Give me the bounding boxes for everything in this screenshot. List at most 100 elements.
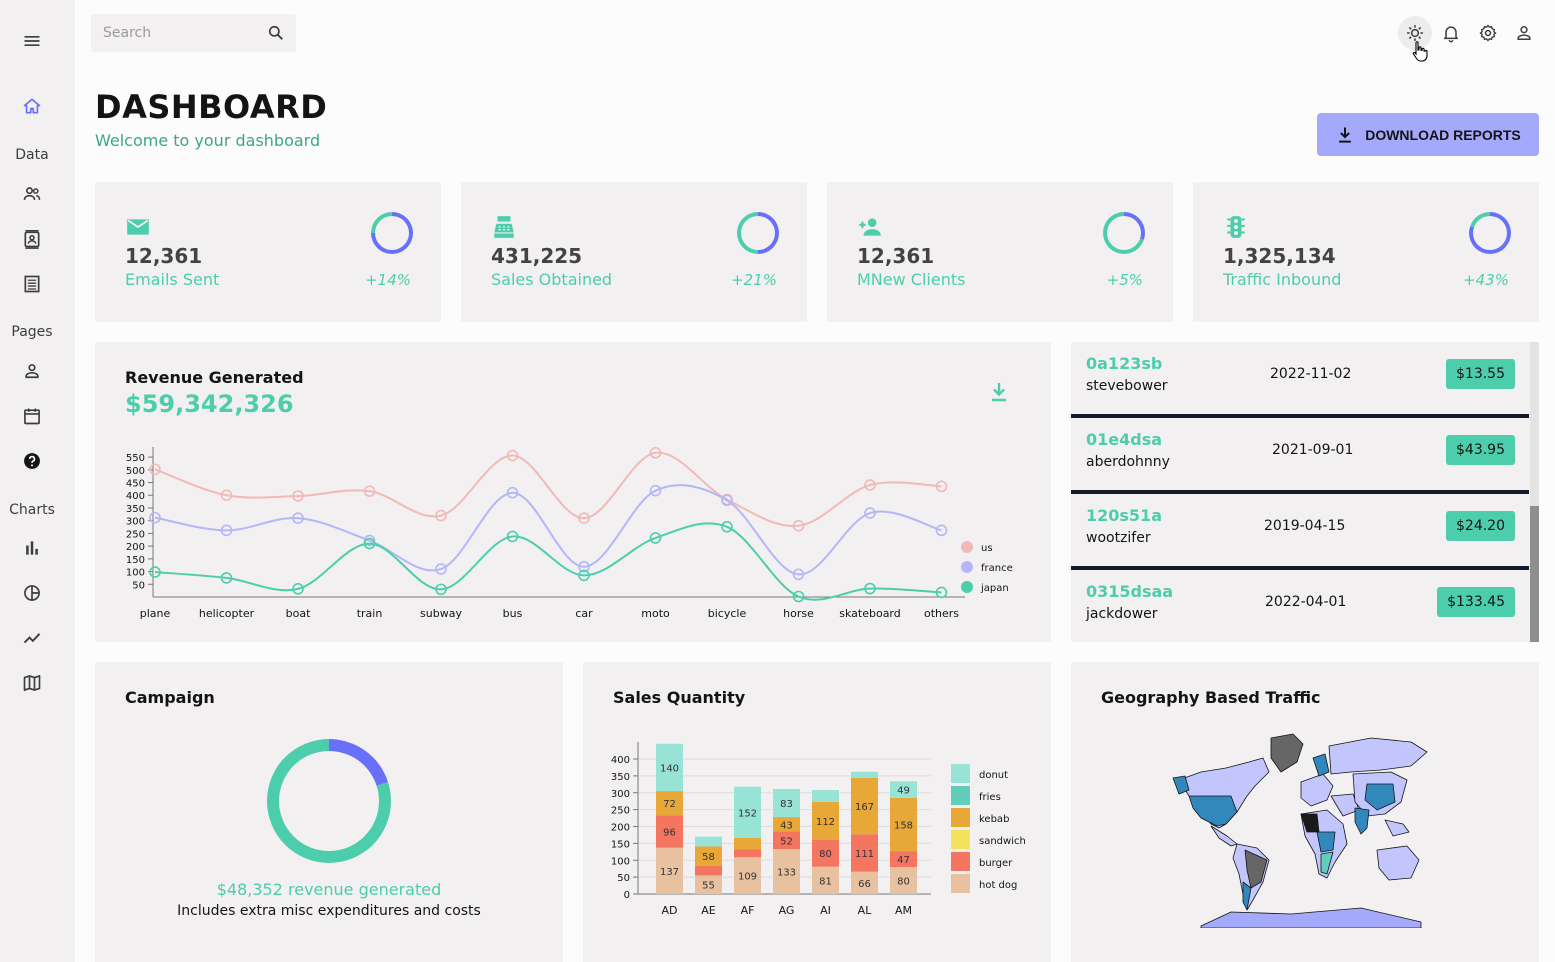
map-india <box>1354 807 1370 835</box>
line-chart-icon[interactable] <box>0 623 64 653</box>
x-tick-label: AM <box>895 904 912 917</box>
profile-icon[interactable] <box>0 356 64 386</box>
notifications-icon[interactable] <box>1434 16 1468 50</box>
revenue-title: Revenue Generated <box>125 368 304 387</box>
transaction-date: 2019-04-15 <box>1264 518 1346 534</box>
y-tick-label: 500 <box>126 466 145 477</box>
settings-icon[interactable] <box>1471 16 1505 50</box>
legend-swatch <box>951 874 970 893</box>
transaction-cost: $133.45 <box>1437 587 1515 617</box>
bar-chart-icon[interactable] <box>0 533 64 563</box>
calendar-icon[interactable] <box>0 401 64 431</box>
bar-segment-burger <box>890 851 917 867</box>
data-point <box>149 463 161 476</box>
data-point <box>649 446 662 459</box>
map-europe <box>1300 773 1334 807</box>
transaction-id: 120s51a <box>1086 506 1162 525</box>
legend-swatch <box>961 541 973 553</box>
transaction-row[interactable]: 0315dsaa jackdower 2022-04-01 $133.45 <box>1071 570 1529 642</box>
bar-segment-donut <box>656 743 683 792</box>
map-antarctica <box>1200 907 1422 928</box>
search-box <box>91 14 296 52</box>
bar-value-label: 55 <box>702 881 715 892</box>
data-point <box>435 583 447 596</box>
x-tick-label: helicopter <box>199 607 255 620</box>
progress-circle <box>1469 212 1511 254</box>
search-input[interactable] <box>103 14 258 52</box>
bar-value-label: 158 <box>894 820 913 831</box>
bar-segment-donut <box>890 781 917 798</box>
transaction-date: 2021-09-01 <box>1272 442 1354 458</box>
page-title: DASHBOARD <box>95 88 328 126</box>
x-tick-label: subway <box>420 607 462 620</box>
page-subtitle: Welcome to your dashboard <box>95 131 321 150</box>
bar-value-label: 112 <box>816 817 835 828</box>
stat-label: Sales Obtained <box>491 270 613 289</box>
transaction-row[interactable]: 01e4dsa aberdohnny 2021-09-01 $43.95 <box>1071 418 1529 494</box>
x-tick-label: others <box>924 607 959 620</box>
campaign-progress-circle <box>267 739 391 863</box>
data-point <box>935 480 948 493</box>
bar-segment-donut <box>851 771 878 778</box>
geo-title: Geography Based Traffic <box>1101 688 1321 707</box>
progress-circle <box>1103 212 1145 254</box>
campaign-card: Campaign $48,352 revenue generated Inclu… <box>95 662 563 962</box>
y-tick-label: 150 <box>126 555 145 566</box>
help-icon[interactable] <box>0 446 64 476</box>
scrollbar-track[interactable] <box>1530 342 1539 642</box>
map-icon[interactable] <box>0 668 64 698</box>
world-map <box>1172 733 1428 928</box>
progress-circle <box>371 212 413 254</box>
data-point <box>363 485 376 497</box>
y-tick-label: 200 <box>611 823 630 834</box>
download-reports-button[interactable]: DOWNLOAD REPORTS <box>1317 113 1539 156</box>
person-add-icon <box>859 218 881 236</box>
stat-card-clients: 12,361 MNew Clients +5% <box>827 182 1173 322</box>
download-icon[interactable] <box>987 380 1011 404</box>
legend-swatch <box>951 808 970 827</box>
search-icon[interactable] <box>266 23 286 43</box>
bar-segment-kebab <box>890 797 917 852</box>
home-icon[interactable] <box>0 91 64 121</box>
menu-icon[interactable] <box>0 26 64 56</box>
series-line-us <box>154 451 942 527</box>
pie-chart-icon[interactable] <box>0 578 64 608</box>
y-tick-label: 50 <box>132 580 145 591</box>
data-point <box>721 494 733 507</box>
user-icon[interactable] <box>1507 16 1541 50</box>
mouse-cursor-icon <box>1412 41 1428 62</box>
transaction-row[interactable]: 120s51a wootzifer 2019-04-15 $24.20 <box>1071 494 1529 570</box>
stat-increase: +21% <box>731 271 777 289</box>
stat-value: 12,361 <box>125 244 203 268</box>
transaction-row[interactable]: 0a123sb stevebower 2022-11-02 $13.55 <box>1071 342 1529 418</box>
transaction-id: 01e4dsa <box>1086 430 1163 449</box>
x-tick-label: car <box>575 607 593 620</box>
x-tick-label: horse <box>783 607 814 620</box>
light-mode-icon[interactable] <box>1398 16 1432 50</box>
series-line-japan <box>154 522 942 601</box>
y-tick-label: 350 <box>126 504 145 515</box>
contact-card-icon[interactable] <box>0 224 64 254</box>
transaction-user: jackdower <box>1086 606 1158 622</box>
bar-segment-burger <box>851 834 878 872</box>
bar-value-label: 58 <box>702 852 715 863</box>
invoices-icon[interactable] <box>0 269 64 299</box>
data-point <box>506 530 519 543</box>
data-point <box>578 560 590 573</box>
x-tick-label: bus <box>503 607 523 620</box>
data-point <box>506 449 519 462</box>
y-tick-label: 0 <box>624 890 630 901</box>
bar-value-label: 80 <box>819 849 832 860</box>
data-point <box>864 479 876 491</box>
bar-value-label: 109 <box>738 872 757 883</box>
stat-label: Traffic Inbound <box>1223 270 1342 289</box>
contacts-icon[interactable] <box>0 179 64 209</box>
scrollbar-thumb[interactable] <box>1530 506 1539 642</box>
x-tick-label: skateboard <box>839 607 901 620</box>
campaign-revenue: $48,352 revenue generated <box>216 880 442 899</box>
bar-segment-burger <box>656 815 683 848</box>
bar-segment-hot-dog <box>890 867 917 894</box>
transaction-cost: $13.55 <box>1446 359 1515 389</box>
traffic-icon <box>1227 216 1245 238</box>
data-point <box>864 582 876 595</box>
